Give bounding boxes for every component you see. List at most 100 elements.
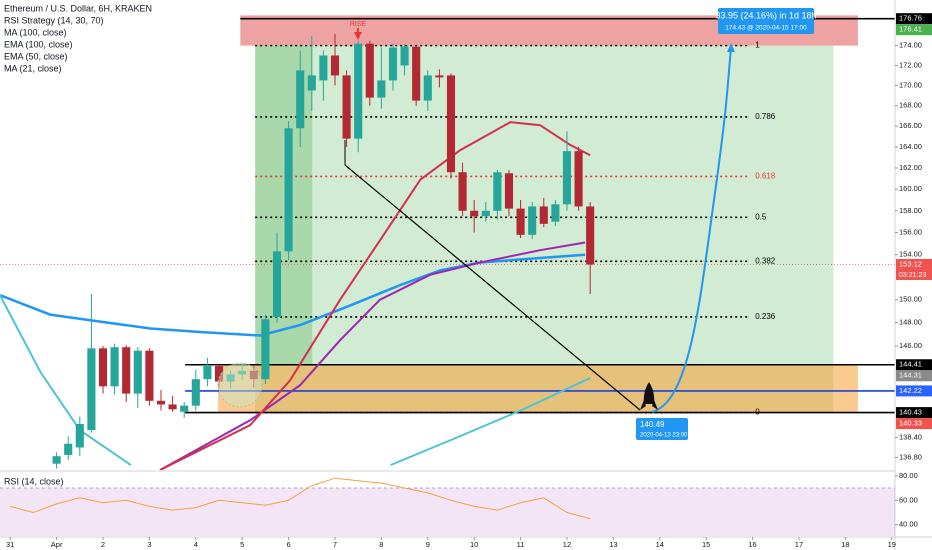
ma-line <box>0 294 132 466</box>
candle-body <box>470 210 479 217</box>
projection-callout <box>718 8 814 34</box>
rsi-pane <box>0 477 895 536</box>
x-tick-label: 3 <box>147 540 151 549</box>
candle-body <box>203 366 212 380</box>
x-tick-label: 12 <box>563 540 571 549</box>
price-label-box <box>896 258 932 270</box>
candle-body <box>481 210 490 217</box>
rsi-tick-label: 80.00 <box>899 471 918 480</box>
price-label-box <box>896 359 932 371</box>
candle-body <box>168 404 177 410</box>
price-label: 142.22 <box>899 386 922 395</box>
zone <box>218 364 858 413</box>
strategy-label: RSI Strategy (14, 30, 70) <box>4 15 104 25</box>
candle-body <box>354 43 363 139</box>
y-tick-label: 168.00 <box>899 101 922 110</box>
candle-body <box>400 46 409 66</box>
candle-body <box>319 55 328 81</box>
y-tick-label: 172.00 <box>899 60 922 69</box>
price-label: 153.12 <box>899 259 922 268</box>
projection-curve <box>651 47 732 413</box>
x-tick-label: 6 <box>287 540 291 549</box>
candle-body <box>214 366 224 382</box>
x-tick-label: 11 <box>517 540 525 549</box>
x-tick-label: 15 <box>702 540 710 549</box>
rocket-fins <box>640 400 658 410</box>
fib-label: 1 <box>755 41 760 50</box>
price-label: 144.41 <box>899 360 922 369</box>
candle-body <box>133 350 142 394</box>
low-price: 140.49 <box>640 420 665 429</box>
y-tick-label: 148.00 <box>899 318 922 327</box>
candle-body <box>435 75 444 78</box>
projection-text: 33.95 (24.16%) in 1d 18h <box>715 10 816 20</box>
fib-label: 0.618 <box>755 172 776 181</box>
chart-title: Ethereum / U.S. Dollar, 6H, KRAKEN <box>4 3 152 13</box>
price-label-box <box>896 385 932 397</box>
candle-body <box>493 172 502 211</box>
candle-body <box>330 55 340 76</box>
candle-body <box>52 456 61 464</box>
candle-body <box>122 347 131 394</box>
y-tick-label: 174.00 <box>899 41 922 50</box>
y-tick-label: 154.00 <box>899 250 922 259</box>
countdown: 03:21:23 <box>899 272 926 279</box>
candle-body <box>87 348 96 431</box>
projection-detail: 174.43 @ 2020-04-15 17:00 <box>725 25 807 32</box>
price-label: 144.31 <box>899 371 922 380</box>
y-tick-label: 156.00 <box>899 228 922 237</box>
ma-line <box>390 377 591 466</box>
candle-body <box>377 80 386 98</box>
legend-entry: EMA (100, close) <box>4 39 73 49</box>
price-label-box <box>896 13 932 25</box>
x-tick-label: 19 <box>888 540 896 549</box>
trend-line <box>344 164 641 411</box>
y-tick-label: 138.40 <box>899 433 922 442</box>
y-tick-label: 166.00 <box>899 121 922 130</box>
low-detail: 2020-04-13 23:00 <box>640 433 688 439</box>
x-tick-label: 5 <box>240 540 244 549</box>
candle-body <box>145 350 154 401</box>
ma-line <box>159 241 586 470</box>
fib-label: 0.236 <box>755 312 776 321</box>
price-label-box <box>896 407 932 419</box>
y-tick-label: 162.00 <box>899 163 922 172</box>
candle-body <box>446 75 456 173</box>
fib-label: 0.382 <box>755 256 776 265</box>
x-tick-label: 8 <box>379 540 383 549</box>
y-tick-label: 170.00 <box>899 80 922 89</box>
candle-body <box>296 70 305 129</box>
ma-line <box>159 121 591 470</box>
candle-body <box>458 172 467 211</box>
price-label-box <box>896 370 932 382</box>
countdown-box <box>896 269 932 280</box>
price-label-box <box>896 418 932 430</box>
x-tick-label: 13 <box>609 540 617 549</box>
low-callout <box>636 418 688 440</box>
candle-body <box>64 443 73 455</box>
rsi-band <box>0 488 895 536</box>
zone <box>255 45 834 413</box>
candle-body <box>261 319 270 380</box>
legend-entry: MA (100, close) <box>4 27 67 37</box>
price-label: 176.41 <box>899 25 922 34</box>
candle-body <box>586 206 595 265</box>
candle-body <box>156 400 166 405</box>
y-tick-label: 164.00 <box>899 142 922 151</box>
y-tick-label: 160.00 <box>899 184 922 193</box>
candle-body <box>551 204 560 222</box>
fib-label: 0.786 <box>755 112 776 121</box>
candle-body <box>191 379 200 406</box>
candle-body <box>562 151 572 205</box>
x-tick-label: Apr <box>51 540 63 549</box>
candle-body <box>365 43 374 98</box>
projection-arrow <box>727 43 735 52</box>
candle-body <box>528 206 537 235</box>
y-tick-label: 150.00 <box>899 295 922 304</box>
candle-body <box>180 405 189 412</box>
candle-body <box>342 75 351 139</box>
legend-entry: EMA (50, close) <box>4 51 68 61</box>
